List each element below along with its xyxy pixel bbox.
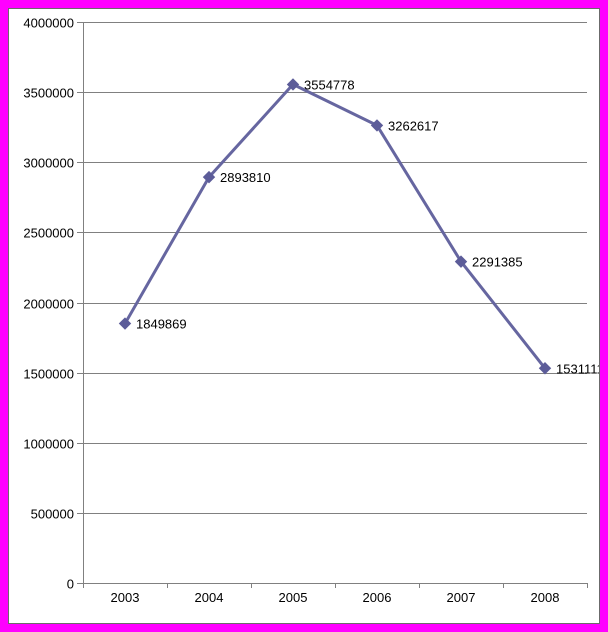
y-axis-tick-label: 500000 bbox=[31, 507, 74, 522]
y-axis-tick-label: 2500000 bbox=[23, 226, 74, 241]
data-point-marker bbox=[202, 170, 216, 184]
x-axis-tick-label: 2008 bbox=[531, 590, 560, 605]
x-axis-tick-label: 2004 bbox=[195, 590, 224, 605]
x-axis-tick-label: 2006 bbox=[363, 590, 392, 605]
data-point-label: 2893810 bbox=[220, 170, 271, 185]
y-axis-tick-label: 1000000 bbox=[23, 437, 74, 452]
data-point-marker bbox=[370, 119, 384, 132]
y-axis-tick-label: 3000000 bbox=[23, 156, 74, 171]
data-point-marker bbox=[454, 255, 468, 268]
data-point-marker bbox=[118, 317, 132, 330]
data-point-marker bbox=[286, 78, 300, 91]
line-chart: 0 500000 1000000 1500000 2000000 2500000 30000… bbox=[23, 16, 599, 606]
y-axis-tick-label: 4000000 bbox=[23, 16, 74, 31]
data-point-marker bbox=[538, 362, 552, 375]
series-line bbox=[123, 82, 547, 370]
data-point-label: 1531111 bbox=[556, 361, 599, 376]
y-axis-tick-label: 1500000 bbox=[23, 367, 74, 382]
data-point-label: 2291385 bbox=[472, 255, 523, 270]
data-point-label: 1849869 bbox=[136, 317, 187, 332]
data-point-label: 3554778 bbox=[304, 77, 355, 92]
x-axis-tick-label: 2005 bbox=[279, 590, 308, 605]
y-axis-tick-label: 2000000 bbox=[23, 297, 74, 312]
x-axis-tick-label: 2003 bbox=[111, 590, 140, 605]
y-axis-tick-label: 3500000 bbox=[23, 86, 74, 101]
x-axis-tick-label: 2007 bbox=[447, 590, 476, 605]
y-axis-tick-label: 0 bbox=[67, 577, 74, 592]
chart-canvas: 0 500000 1000000 1500000 2000000 2500000 30000… bbox=[8, 8, 600, 624]
data-point-label: 3262617 bbox=[388, 118, 439, 133]
